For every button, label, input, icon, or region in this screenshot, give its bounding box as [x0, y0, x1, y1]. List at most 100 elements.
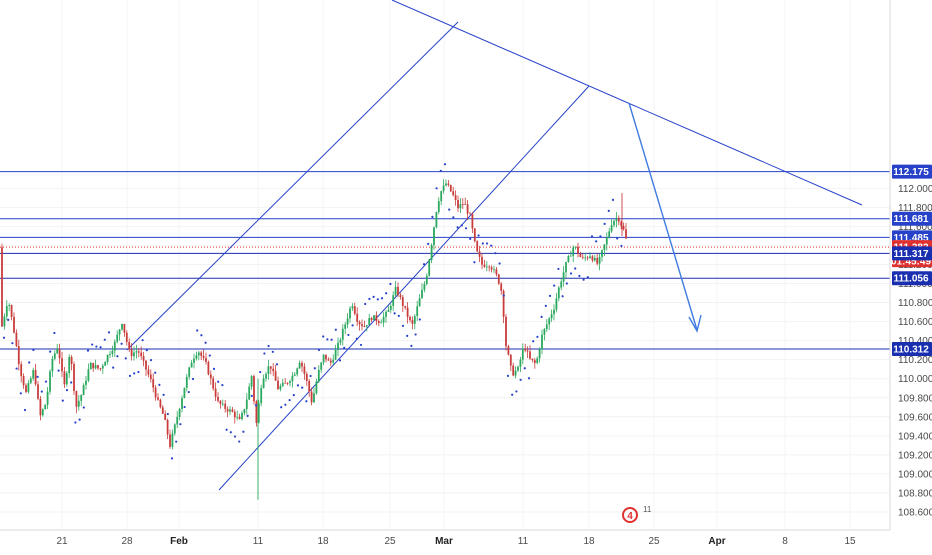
candle-body: [243, 409, 246, 413]
candle-body: [80, 395, 83, 401]
candle-body: [541, 334, 543, 350]
candle-body: [250, 376, 253, 387]
candle-body: [135, 351, 138, 353]
psar-dot: [280, 406, 283, 409]
candle-body: [303, 366, 306, 374]
candle-body: [296, 368, 299, 375]
psar-dot: [477, 234, 480, 237]
candle-body: [183, 387, 186, 398]
psar-dot: [32, 348, 35, 352]
candle-body: [445, 183, 447, 186]
candle-body: [248, 386, 251, 400]
psar-dot: [452, 216, 455, 219]
candle-body: [533, 360, 536, 364]
psar-dot: [103, 338, 106, 341]
trendline: [391, 0, 863, 206]
psar-dot: [427, 242, 430, 245]
psar-dot: [515, 390, 518, 393]
psar-dot: [565, 282, 568, 285]
psar-dot: [397, 314, 400, 317]
psar-dot: [313, 367, 316, 370]
psar-dot: [359, 343, 363, 347]
candle-body: [109, 353, 111, 355]
psar-dot: [435, 187, 438, 190]
candle-body: [524, 348, 527, 351]
psar-dot: [401, 324, 405, 327]
candle-body: [53, 353, 56, 359]
level-badge: [892, 271, 932, 286]
candle-body: [560, 281, 563, 288]
y-tick-label: 110.400: [898, 336, 932, 347]
psar-dot: [246, 414, 249, 417]
candle-body: [176, 417, 179, 425]
x-tick-label: Mar: [435, 536, 453, 547]
candle-body: [577, 246, 579, 254]
candle-body: [159, 399, 162, 408]
y-tick-label: 112.000: [898, 184, 932, 195]
projection-arrow: [628, 102, 702, 333]
candle-body: [161, 407, 164, 414]
candle-body: [178, 408, 181, 418]
x-tick-label: 21: [56, 536, 68, 547]
psar-dot: [607, 209, 610, 212]
psar-dot: [217, 380, 220, 383]
psar-dot: [523, 367, 526, 370]
psar-dot: [351, 324, 354, 327]
psar-dot: [414, 333, 417, 336]
psar-dot: [527, 377, 531, 380]
candle-body: [22, 376, 25, 386]
candle-body: [538, 349, 541, 359]
psar-dot: [578, 274, 581, 278]
psar-dot: [288, 399, 291, 402]
candle-body: [447, 183, 450, 186]
candle-body: [169, 434, 171, 447]
candle-body: [253, 376, 255, 402]
event-marker[interactable]: 4 11: [622, 505, 652, 523]
candle-body: [401, 297, 404, 306]
level-badge-label: 111.681: [893, 214, 928, 225]
candle-body: [353, 306, 356, 314]
candle-body: [37, 384, 39, 399]
candle-body: [245, 399, 248, 410]
psar-dot: [74, 421, 77, 424]
candle-body: [200, 352, 203, 356]
psar-dot: [36, 375, 39, 378]
psar-dot: [368, 297, 371, 301]
candle-body: [226, 408, 229, 412]
psar-dot: [107, 331, 111, 334]
candle-body: [329, 360, 332, 363]
psar-dot: [221, 383, 224, 387]
candle-body: [469, 213, 471, 215]
x-tick-label: 25: [648, 536, 660, 547]
candle-body: [5, 305, 8, 317]
level-badge: [892, 211, 932, 226]
candle-body: [387, 309, 390, 312]
psar-dot: [133, 372, 136, 375]
candle-body: [116, 334, 119, 342]
candle-body: [205, 357, 207, 362]
candle-body: [351, 306, 354, 309]
psar-dot: [595, 240, 598, 243]
psar-dot: [212, 367, 216, 370]
candle-body: [553, 309, 555, 315]
candle-body: [121, 323, 123, 330]
psar-dot: [149, 359, 153, 362]
psar-dot: [170, 457, 174, 460]
candle-body: [41, 409, 44, 416]
psar-dot: [284, 403, 287, 406]
candle-body: [521, 348, 524, 360]
candle-body: [322, 354, 325, 363]
y-tick-label: 110.600: [898, 317, 932, 328]
candle-body: [361, 324, 363, 327]
candle-body: [341, 328, 344, 340]
candle-body: [529, 351, 531, 359]
candle-body: [128, 341, 131, 350]
psar-dot: [61, 399, 64, 402]
psar-dot: [28, 361, 31, 364]
candle-body: [493, 269, 495, 271]
psar-dot: [208, 354, 211, 357]
time-axis[interactable]: 21 28 Feb 11 18 25 Mar 11 18 25 Apr 8 15: [0, 529, 932, 550]
psar-dot: [317, 348, 321, 351]
